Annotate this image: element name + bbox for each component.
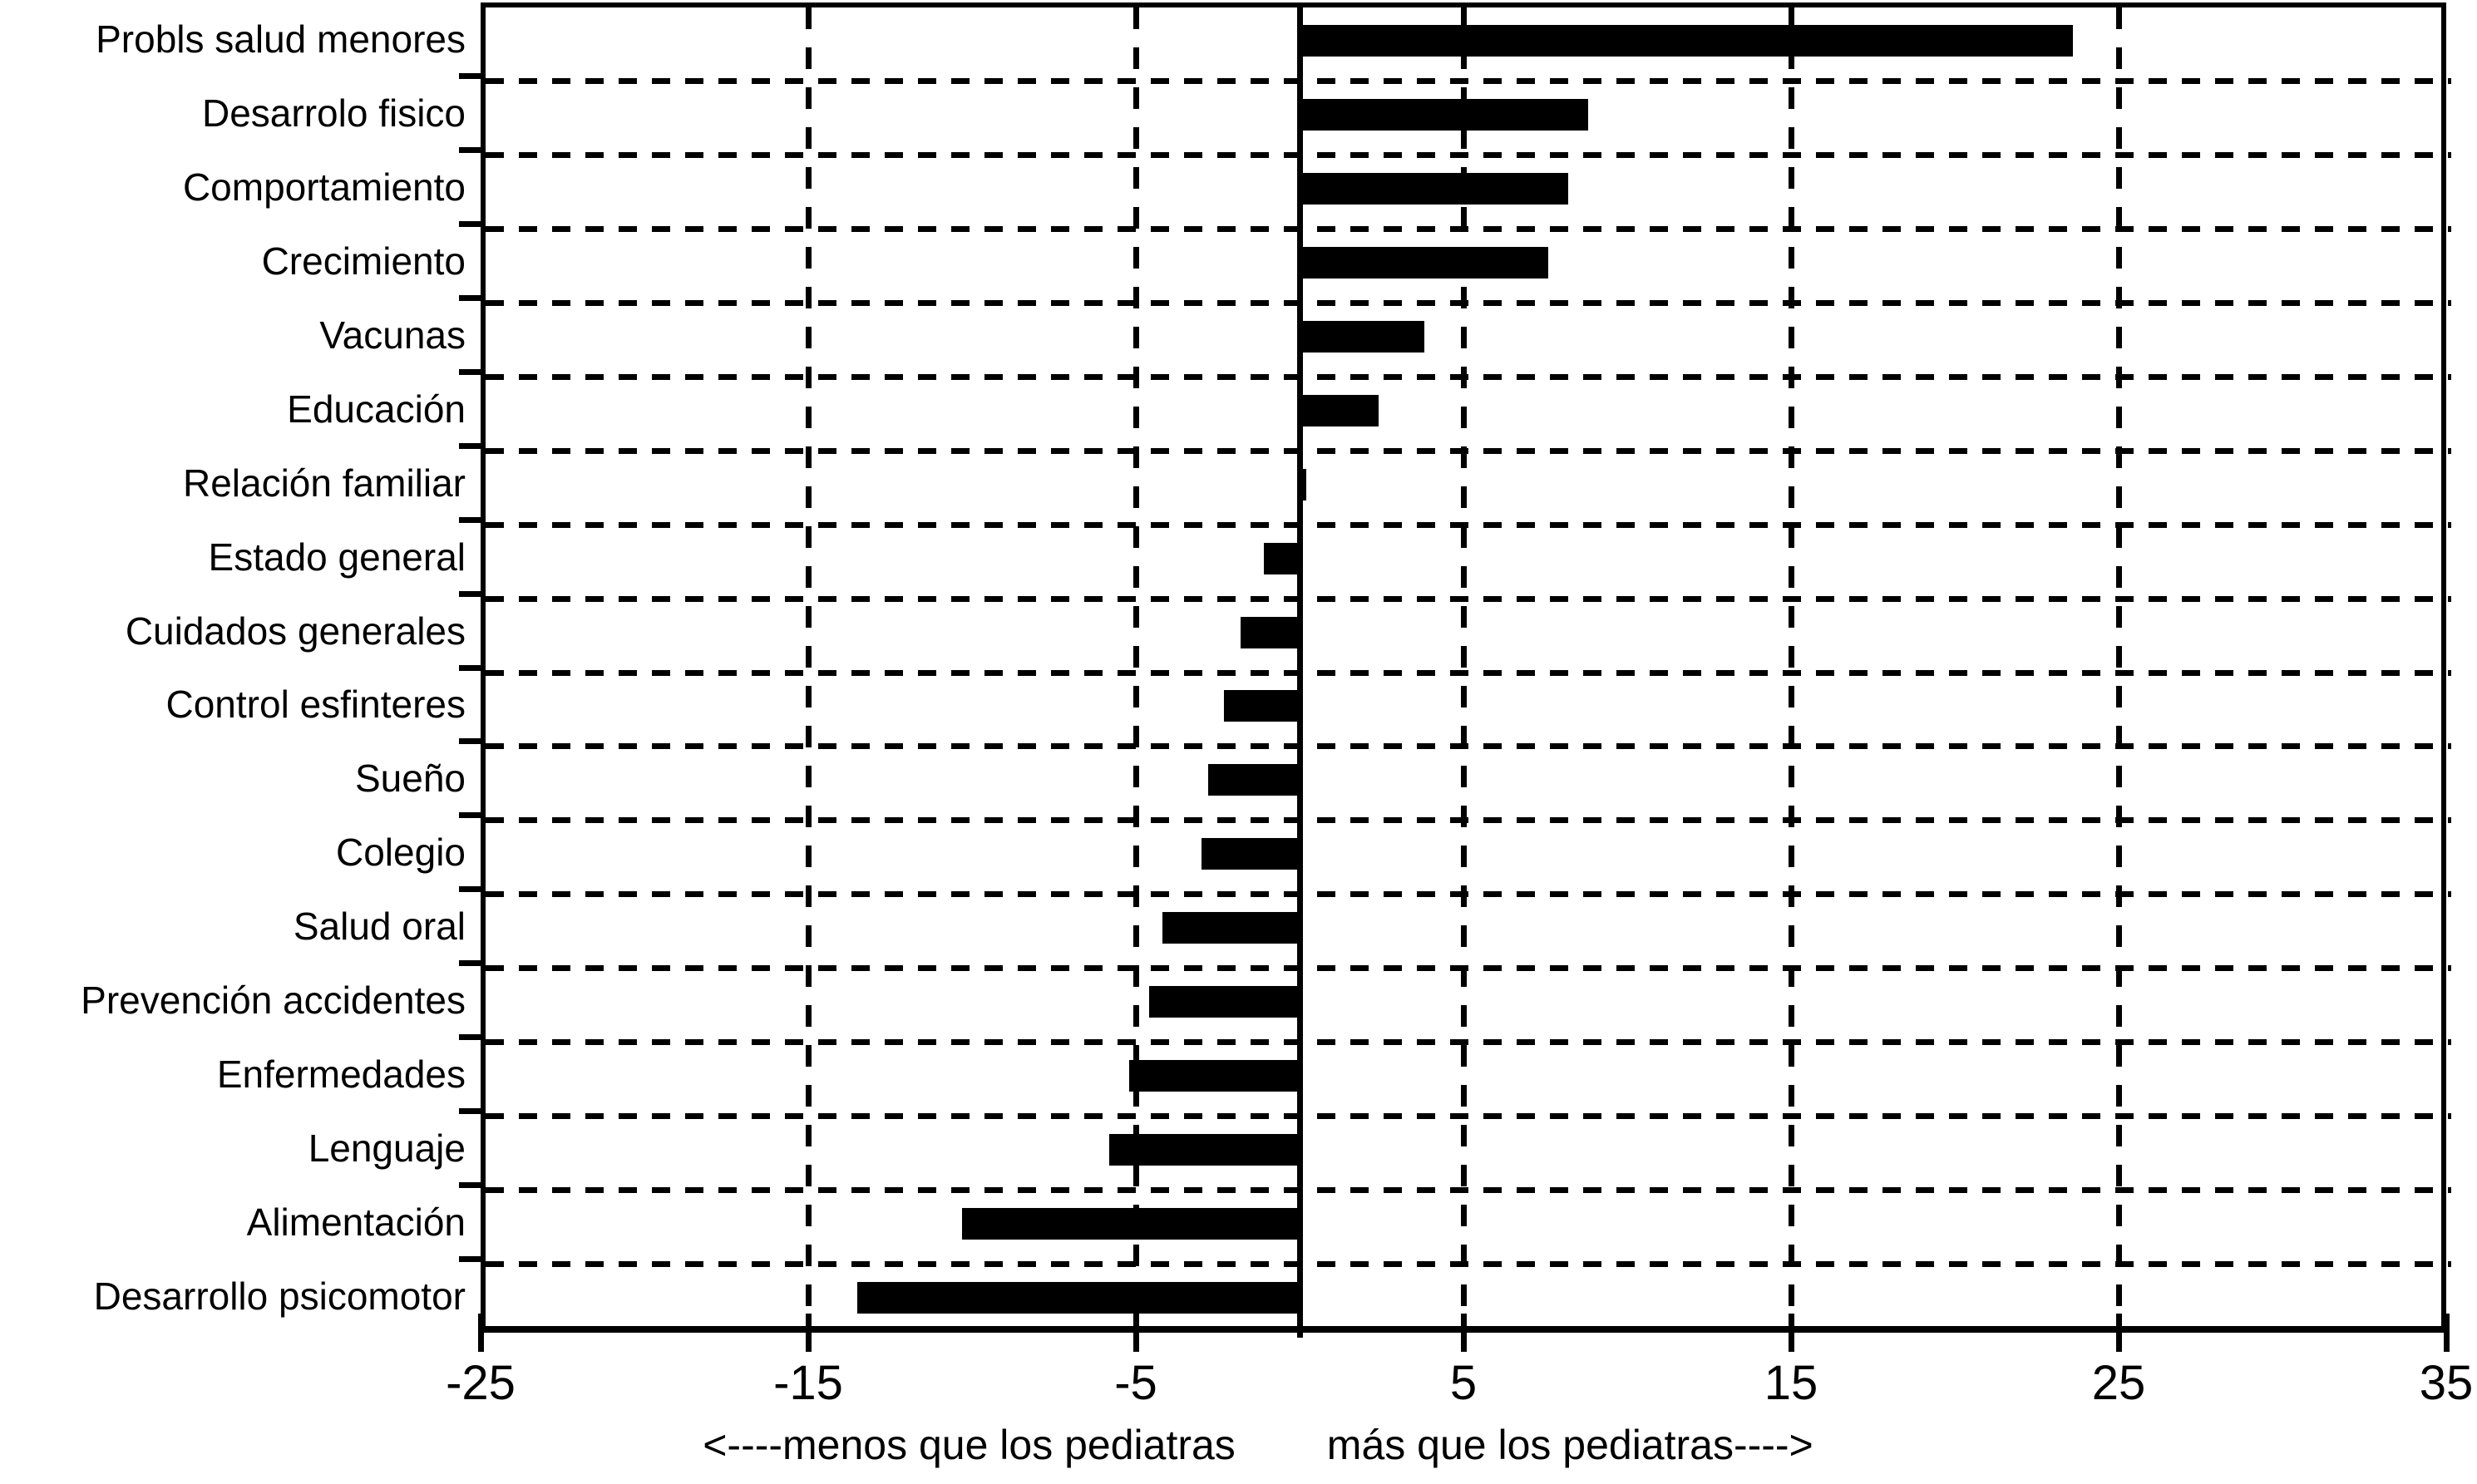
grid-line-vertical xyxy=(1788,7,1794,1338)
bar-11 xyxy=(1207,764,1300,796)
bar-15 xyxy=(1129,1059,1300,1092)
x-tick-label: 25 xyxy=(2091,1356,2146,1410)
category-label: Salud oral xyxy=(293,905,466,949)
bar-17 xyxy=(962,1207,1300,1240)
y-axis-tick xyxy=(459,368,481,375)
grid-line-horizontal xyxy=(486,300,2451,307)
category-label: Desarrolo fisico xyxy=(202,91,466,136)
grid-line-horizontal xyxy=(486,152,2451,159)
bar-5 xyxy=(1300,321,1424,353)
x-axis-tick xyxy=(805,1314,812,1352)
category-label: Estado general xyxy=(208,535,466,579)
category-label: Relación familiar xyxy=(182,461,466,505)
grid-line-horizontal xyxy=(486,669,2451,676)
grid-line-horizontal xyxy=(486,891,2451,898)
grid-line-horizontal xyxy=(486,226,2451,233)
bar-3 xyxy=(1300,173,1569,205)
x-tick-label: 35 xyxy=(2419,1356,2474,1410)
category-label: Crecimiento xyxy=(261,239,466,283)
y-axis-tick xyxy=(459,590,481,597)
plot-area xyxy=(481,2,2451,1338)
x-axis-tick xyxy=(1132,1314,1139,1352)
x-tick-label: 5 xyxy=(1449,1356,1478,1410)
x-axis-tick xyxy=(1460,1314,1467,1352)
x-axis-tick xyxy=(2115,1314,2122,1352)
y-axis-tick xyxy=(459,738,481,745)
bar-18 xyxy=(857,1281,1300,1314)
x-tick-label: -5 xyxy=(1114,1356,1157,1410)
y-axis-tick xyxy=(459,812,481,819)
y-axis-tick xyxy=(459,147,481,154)
y-axis-tick xyxy=(459,664,481,671)
y-axis-tick xyxy=(459,221,481,228)
x-axis-label: <----menos que los pediatras más que los… xyxy=(302,1424,2214,1466)
x-tick-label: -25 xyxy=(446,1356,516,1410)
grid-line-horizontal xyxy=(486,1186,2451,1193)
y-axis-tick xyxy=(459,1255,481,1262)
y-axis-tick xyxy=(459,1181,481,1188)
grid-line-horizontal xyxy=(486,1112,2451,1119)
category-label: Enfermedades xyxy=(216,1052,466,1096)
grid-line-vertical xyxy=(2115,7,2122,1338)
grid-line-vertical xyxy=(805,7,812,1338)
category-label: Desarrollo psicomotor xyxy=(93,1274,466,1318)
grid-line-horizontal xyxy=(486,373,2451,380)
category-label: Alimentación xyxy=(246,1200,466,1244)
x-axis-label-right: más que los pediatras----> xyxy=(1326,1422,1813,1468)
category-label: Sueño xyxy=(354,757,466,801)
y-axis-tick xyxy=(459,886,481,893)
bar-16 xyxy=(1109,1133,1300,1166)
bar-1 xyxy=(1300,25,2073,57)
grid-line-horizontal xyxy=(486,1260,2451,1267)
bar-8 xyxy=(1263,542,1300,574)
y-axis-tick xyxy=(459,516,481,523)
bar-7 xyxy=(1300,468,1306,500)
y-axis-tick xyxy=(459,295,481,302)
y-axis-tick xyxy=(459,442,481,449)
x-tick-label: 15 xyxy=(1764,1356,1818,1410)
grid-line-horizontal xyxy=(486,78,2451,85)
bar-4 xyxy=(1300,247,1549,279)
category-label: Educación xyxy=(287,387,466,431)
bar-6 xyxy=(1300,394,1379,426)
x-axis-tick xyxy=(477,1314,484,1352)
y-axis-tick xyxy=(459,73,481,80)
x-axis-tick xyxy=(2443,1314,2450,1352)
bar-9 xyxy=(1241,616,1300,648)
x-axis-label-left: <----menos que los pediatras xyxy=(703,1422,1236,1468)
bar-13 xyxy=(1162,912,1300,944)
grid-line-horizontal xyxy=(486,447,2451,454)
grid-line-horizontal xyxy=(486,817,2451,824)
grid-line-horizontal xyxy=(486,743,2451,750)
bar-12 xyxy=(1201,838,1300,870)
bar-14 xyxy=(1148,986,1300,1018)
category-label: Comportamiento xyxy=(182,165,466,210)
grid-line-horizontal xyxy=(486,521,2451,528)
category-label: Lenguaje xyxy=(308,1126,466,1170)
category-label: Probls salud menores xyxy=(96,17,466,62)
grid-line-horizontal xyxy=(486,965,2451,972)
category-label: Vacunas xyxy=(319,313,466,357)
y-axis-tick xyxy=(459,1107,481,1114)
zero-axis-line xyxy=(1296,7,1303,1338)
grid-line-horizontal xyxy=(486,1038,2451,1045)
category-label: Prevención accidentes xyxy=(81,979,466,1022)
x-tick-label: -15 xyxy=(773,1356,843,1410)
bar-10 xyxy=(1224,690,1300,722)
grid-line-vertical xyxy=(1132,7,1139,1338)
y-axis-tick xyxy=(459,960,481,967)
grid-line-horizontal xyxy=(486,595,2451,602)
category-label: Colegio xyxy=(336,831,466,875)
bar-2 xyxy=(1300,99,1588,131)
x-axis-tick xyxy=(1788,1314,1794,1352)
y-axis-tick xyxy=(459,1033,481,1040)
category-label: Cuidados generales xyxy=(125,609,466,653)
grid-line-vertical xyxy=(1460,7,1467,1338)
category-label: Control esfinteres xyxy=(165,683,466,727)
